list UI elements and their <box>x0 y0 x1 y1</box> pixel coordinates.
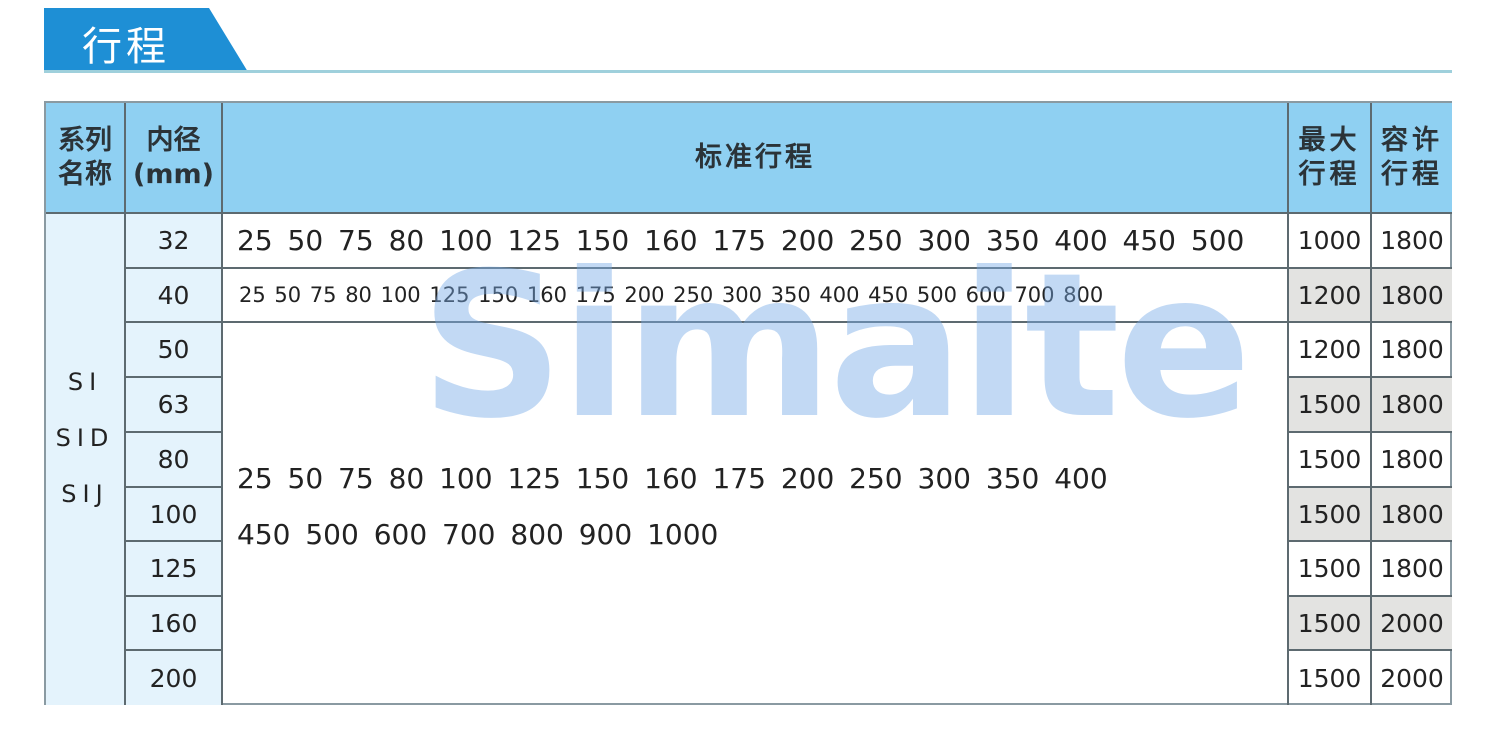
stroke-list-50-200: 25 50 75 80 100 125 150 160 175 200 250 … <box>223 323 1289 705</box>
header-allowable-stroke: 容许行程 <box>1372 103 1452 214</box>
title-underline <box>44 70 1452 73</box>
allowable-stroke-cell: 1800 <box>1372 488 1452 542</box>
allowable-stroke-cell: 1800 <box>1372 214 1452 269</box>
stroke-line: 450 500 600 700 800 900 1000 <box>237 518 719 551</box>
bore-cell: 40 <box>126 269 223 323</box>
section-title-tab <box>44 8 248 72</box>
series-name: SIJ <box>61 480 109 508</box>
header-max-stroke: 最大行程 <box>1289 103 1372 214</box>
series-name: SI <box>67 368 103 396</box>
allowable-stroke-cell: 2000 <box>1380 663 1444 693</box>
max-stroke-cell: 1500 <box>1289 597 1372 651</box>
bore-cell: 160 <box>126 597 223 651</box>
bore-cell: 200 <box>126 651 223 705</box>
header-series: 系列名称 <box>46 103 126 214</box>
bore-cell: 80 <box>126 433 223 488</box>
max-stroke-cell: 1500 <box>1289 433 1372 488</box>
stroke-list-32: 25 50 75 80 100 125 150 160 175 200 250 … <box>223 214 1289 269</box>
max-stroke-cell: 1500 <box>1289 651 1372 705</box>
allowable-stroke-cell: 1800 <box>1372 433 1452 488</box>
allowable-stroke-cell: 1800 <box>1372 323 1452 378</box>
bore-cell: 100 <box>126 488 223 542</box>
bore-cell: 50 <box>126 323 223 378</box>
allowable-stroke-cell: 2000 <box>1372 597 1452 651</box>
series-name: SID <box>55 424 115 452</box>
max-stroke-cell: 1500 <box>1289 542 1372 597</box>
max-stroke-cell: 1500 <box>1289 488 1372 542</box>
bore-cell: 32 <box>126 214 223 269</box>
stroke-list-40: 25 50 75 80 100 125 150 160 175 200 250 … <box>223 269 1289 323</box>
bore-cell: 63 <box>126 378 223 433</box>
header-standard-stroke: 标准行程 <box>223 103 1289 214</box>
bore-cell: 125 <box>126 542 223 597</box>
max-stroke-cell: 1200 <box>1289 323 1372 378</box>
max-stroke-cell: 1500 <box>1289 378 1372 433</box>
max-stroke-cell: 1200 <box>1289 269 1372 323</box>
series-cell: SI SID SIJ <box>46 214 126 705</box>
allowable-stroke-cell: 1800 <box>1372 378 1452 433</box>
section-title: 行程 <box>82 24 170 70</box>
stroke-table: 系列名称 内径(mm) 标准行程 最大行程 容许行程 SI SID SIJ 25… <box>44 101 1452 705</box>
allowable-stroke-cell: 1800 <box>1372 542 1452 597</box>
allowable-stroke-cell: 1800 <box>1372 269 1452 323</box>
header-bore: 内径(mm) <box>126 103 223 214</box>
max-stroke-cell: 1000 <box>1289 214 1372 269</box>
stroke-line: 25 50 75 80 100 125 150 160 175 200 250 … <box>237 462 1108 495</box>
